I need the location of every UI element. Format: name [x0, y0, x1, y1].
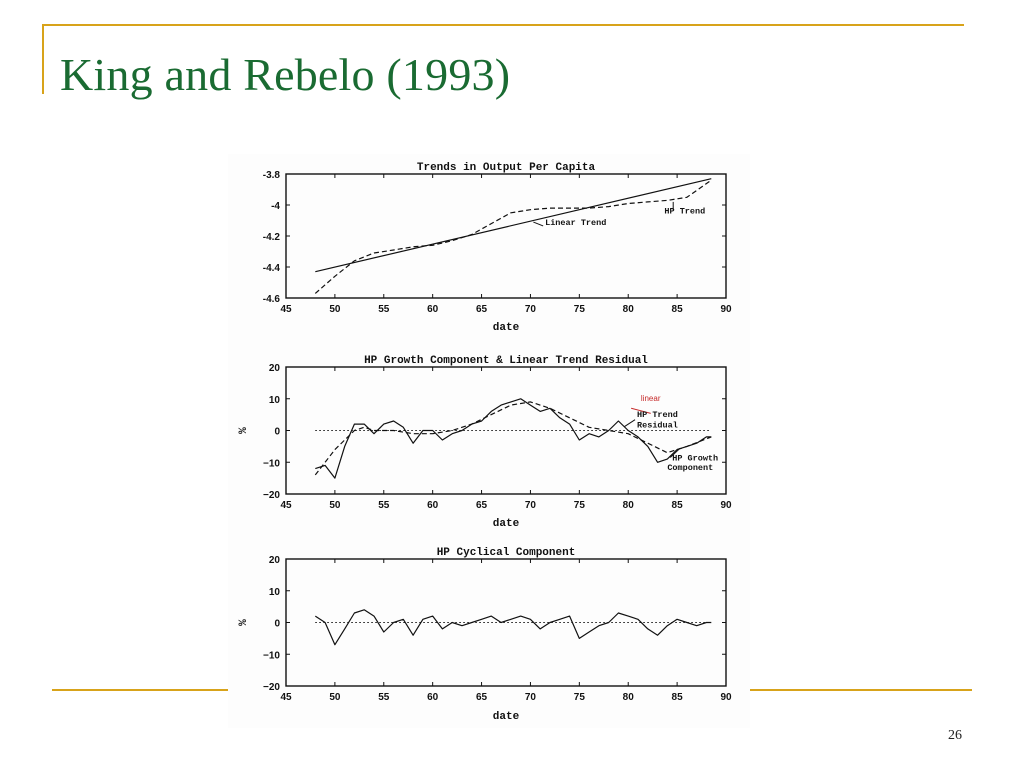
chart2-x-tick-label: 50: [329, 500, 341, 511]
chart2-x-tick-label: 55: [378, 500, 390, 511]
chart2-y-tick-label: −20: [263, 490, 280, 501]
chart2-x-tick-label: 90: [720, 500, 732, 511]
chart2-series-linear-trend-residual-line: [315, 398, 712, 479]
chart3-x-tick-label: 75: [574, 692, 586, 703]
chart2-x-tick-label: 85: [672, 500, 684, 511]
page-number: 26: [948, 728, 962, 743]
chart2-x-tick-label: 80: [623, 500, 635, 511]
scanned-figure-background: [228, 154, 750, 728]
chart2-annotation-hp-trend: HP Trend: [637, 410, 678, 420]
slide-title: King and Rebelo (1993): [60, 49, 511, 100]
chart1-x-tick-label: 75: [574, 304, 586, 315]
chart1-y-tick-label: -4: [271, 201, 280, 212]
chart2-x-axis-label: date: [493, 518, 520, 530]
chart2-y-tick-label: 10: [269, 395, 281, 406]
chart1-x-tick-label: 65: [476, 304, 488, 315]
chart2-x-tick-label: 60: [427, 500, 439, 511]
chart1-annotation-arrow-linear: [533, 221, 544, 227]
chart2-x-tick-label: 70: [525, 500, 537, 511]
chart3-x-tick-label: 80: [623, 692, 635, 703]
chart2-annotation-residual: Residual: [637, 420, 678, 430]
chart3-y-axis-label: %: [238, 619, 250, 626]
top-rule: [42, 24, 964, 26]
chart3-y-tick-label: −10: [263, 650, 280, 661]
chart3-y-tick-label: −20: [263, 682, 280, 693]
chart2-annotation-red-stroke: [631, 407, 651, 414]
chart1-annotation-hp-trend: HP Trend: [664, 207, 705, 217]
chart2-annotation-component: Component: [667, 463, 713, 473]
chart2-y-tick-label: 20: [269, 363, 281, 374]
chart3-x-tick-label: 55: [378, 692, 390, 703]
chart3-y-tick-label: 10: [269, 587, 281, 598]
chart1-x-tick-label: 55: [378, 304, 390, 315]
chart3-x-tick-label: 90: [720, 692, 732, 703]
chart1-y-tick-label: -3.8: [263, 170, 281, 181]
charts-figure: Trends in Output Per Capita 45 50 55 60 65 70 7…: [238, 162, 732, 723]
chart1-y-tick-label: -4.2: [263, 232, 281, 243]
chart1-x-tick-label: 70: [525, 304, 537, 315]
left-rule: [42, 24, 44, 94]
chart3-y-tick-label: 20: [269, 555, 281, 566]
chart1-x-axis-label: date: [493, 322, 520, 334]
chart2-title: HP Growth Component & Linear Trend Resid…: [364, 355, 648, 367]
chart2-annotation-hp-growth: HP Growth: [672, 453, 718, 463]
chart2-annotation-linear-handwritten: linear: [641, 394, 661, 403]
chart3-title: HP Cyclical Component: [437, 547, 576, 559]
chart3-x-tick-label: 65: [476, 692, 488, 703]
chart1-title: Trends in Output Per Capita: [417, 162, 596, 174]
chart2-y-axis-label: %: [238, 427, 250, 434]
chart3-series-hp-cyclical-component-line: [314, 609, 712, 646]
chart2-series-hp-growth-component-line: [314, 401, 712, 476]
chart2-x-tick-label: 45: [280, 500, 292, 511]
chart1-x-tick-label: 45: [280, 304, 292, 315]
chart3-x-tick-label: 60: [427, 692, 439, 703]
chart1-x-tick-label: 60: [427, 304, 439, 315]
chart3-x-tick-label: 85: [672, 692, 684, 703]
chart1-x-tick-label: 50: [329, 304, 341, 315]
chart3-x-axis-label: date: [493, 711, 520, 723]
chart1-series-hp-trend-line: [314, 179, 712, 294]
chart3-y-tick-label: 0: [274, 619, 280, 630]
chart2-x-tick-label: 65: [476, 500, 488, 511]
chart2-y-tick-label: −10: [263, 458, 280, 469]
chart1-annotation-linear-trend: Linear Trend: [545, 218, 606, 228]
bottom-rule-left: [52, 689, 230, 691]
chart1-x-tick-label: 85: [672, 304, 684, 315]
bottom-rule-right: [748, 689, 972, 691]
chart1-x-tick-label: 80: [623, 304, 635, 315]
chart2-x-tick-label: 75: [574, 500, 586, 511]
chart2-annotation-arrow-residual: [624, 419, 636, 428]
chart1-series-linear-trend-line: [315, 178, 712, 273]
chart1-y-tick-label: -4.4: [263, 263, 281, 274]
chart1-y-tick-label: -4.6: [263, 294, 281, 305]
chart3-x-tick-label: 45: [280, 692, 292, 703]
chart2-y-tick-label: 0: [274, 427, 280, 438]
chart1-x-tick-label: 90: [720, 304, 732, 315]
chart3-x-tick-label: 70: [525, 692, 537, 703]
chart3-x-tick-label: 50: [329, 692, 341, 703]
chart1-plot-frame: [285, 173, 727, 299]
chart2-annotation-arrow-growth: [669, 447, 681, 458]
